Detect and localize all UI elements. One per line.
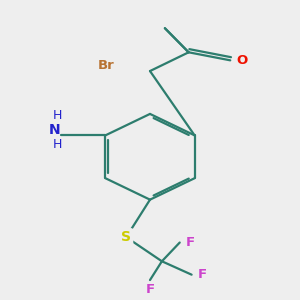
Text: F: F bbox=[198, 268, 207, 281]
Text: H: H bbox=[53, 109, 62, 122]
Text: S: S bbox=[121, 230, 131, 244]
Text: N: N bbox=[49, 123, 61, 137]
Text: H: H bbox=[53, 138, 62, 151]
Text: Br: Br bbox=[98, 59, 114, 72]
Text: F: F bbox=[186, 236, 195, 249]
Text: O: O bbox=[236, 54, 248, 67]
Text: F: F bbox=[146, 283, 154, 296]
